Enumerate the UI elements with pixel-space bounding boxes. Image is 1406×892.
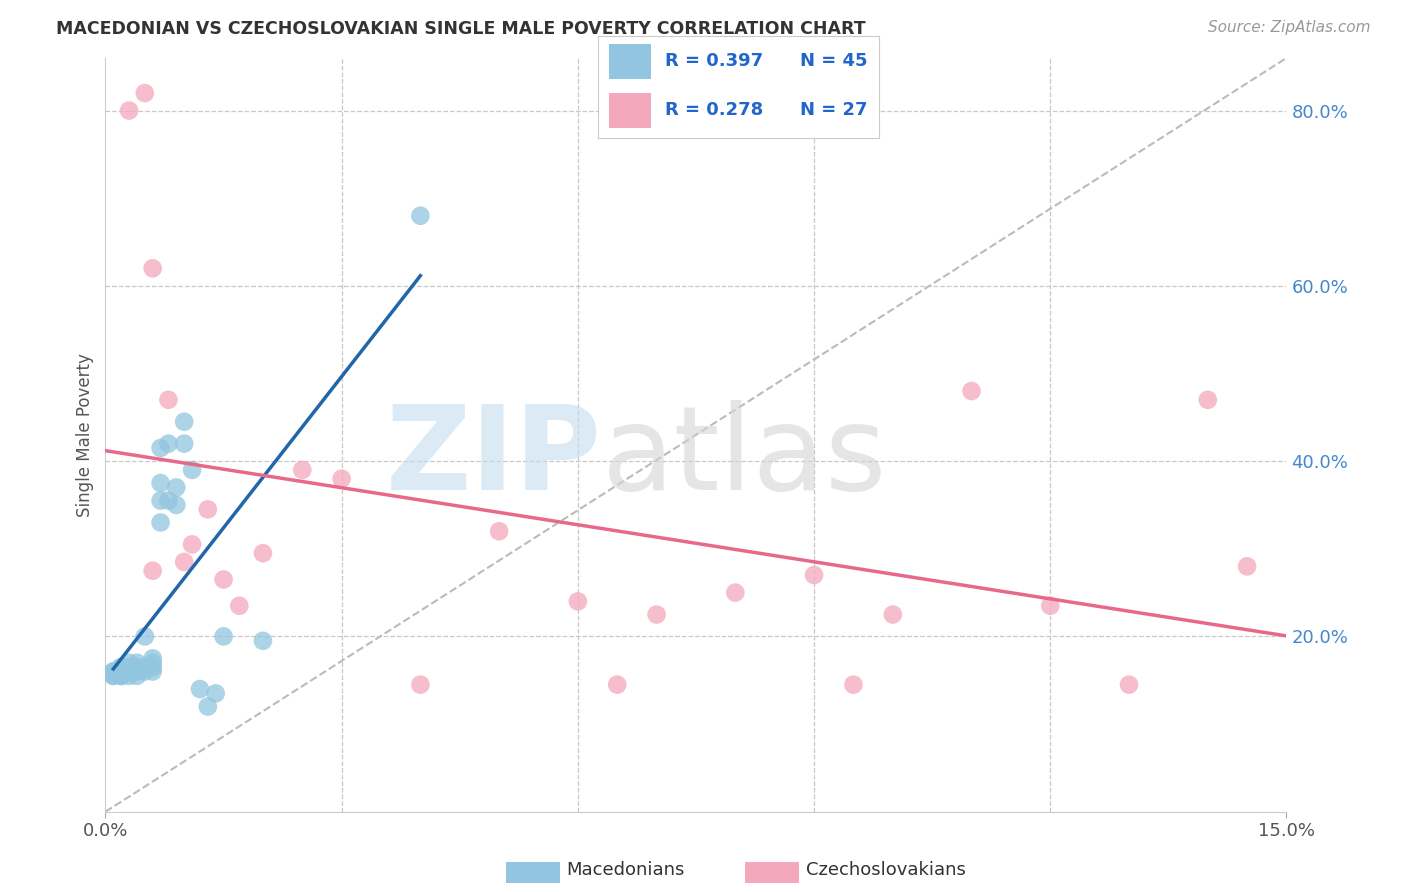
Point bbox=[103, 669, 125, 683]
Point bbox=[110, 660, 132, 674]
Point bbox=[110, 669, 132, 683]
Point bbox=[118, 660, 141, 674]
Point bbox=[291, 463, 314, 477]
Point bbox=[142, 665, 165, 679]
Point bbox=[173, 555, 195, 569]
Text: Macedonians: Macedonians bbox=[567, 861, 685, 879]
Point bbox=[149, 476, 172, 491]
Point bbox=[110, 669, 132, 683]
Point bbox=[228, 599, 250, 613]
Point bbox=[110, 660, 132, 674]
Point bbox=[125, 665, 148, 679]
Point bbox=[134, 86, 156, 100]
Point bbox=[567, 594, 589, 608]
Point bbox=[118, 669, 141, 683]
Point bbox=[142, 261, 165, 276]
Text: N = 45: N = 45 bbox=[800, 53, 868, 70]
Text: R = 0.278: R = 0.278 bbox=[665, 101, 763, 119]
Point bbox=[134, 660, 156, 674]
Point bbox=[110, 665, 132, 679]
Point bbox=[606, 678, 628, 692]
FancyBboxPatch shape bbox=[609, 44, 651, 78]
Text: N = 27: N = 27 bbox=[800, 101, 868, 119]
Point bbox=[149, 516, 172, 530]
Point bbox=[173, 415, 195, 429]
Point bbox=[188, 681, 211, 696]
Point bbox=[125, 669, 148, 683]
Point bbox=[252, 546, 274, 560]
Point bbox=[103, 665, 125, 679]
Point bbox=[118, 656, 141, 670]
Point bbox=[960, 384, 983, 398]
Point bbox=[803, 568, 825, 582]
Text: atlas: atlas bbox=[602, 400, 887, 515]
Point bbox=[110, 669, 132, 683]
Point bbox=[724, 585, 747, 599]
Point bbox=[157, 493, 180, 508]
Text: R = 0.397: R = 0.397 bbox=[665, 53, 763, 70]
Point bbox=[149, 493, 172, 508]
FancyBboxPatch shape bbox=[609, 93, 651, 128]
Point bbox=[165, 480, 187, 494]
Point bbox=[134, 665, 156, 679]
Point bbox=[197, 699, 219, 714]
Point bbox=[882, 607, 904, 622]
Point bbox=[118, 665, 141, 679]
Point bbox=[181, 537, 204, 551]
Point bbox=[212, 629, 235, 643]
Point bbox=[204, 686, 226, 700]
Point bbox=[157, 392, 180, 407]
Point bbox=[118, 660, 141, 674]
Text: ZIP: ZIP bbox=[385, 400, 602, 515]
Point bbox=[330, 472, 353, 486]
Y-axis label: Single Male Poverty: Single Male Poverty bbox=[76, 353, 94, 516]
Point bbox=[488, 524, 510, 539]
Point bbox=[409, 209, 432, 223]
Point bbox=[842, 678, 865, 692]
Point bbox=[142, 656, 165, 670]
Point bbox=[142, 564, 165, 578]
Text: Source: ZipAtlas.com: Source: ZipAtlas.com bbox=[1208, 20, 1371, 35]
Point bbox=[1236, 559, 1258, 574]
Point bbox=[125, 660, 148, 674]
Point bbox=[142, 651, 165, 665]
Point bbox=[118, 665, 141, 679]
Point bbox=[645, 607, 668, 622]
Point bbox=[212, 573, 235, 587]
Point bbox=[165, 498, 187, 512]
Point bbox=[1118, 678, 1140, 692]
Point bbox=[252, 633, 274, 648]
Text: Czechoslovakians: Czechoslovakians bbox=[806, 861, 966, 879]
Point bbox=[103, 665, 125, 679]
Point bbox=[134, 629, 156, 643]
Point bbox=[125, 660, 148, 674]
Point bbox=[149, 441, 172, 455]
Point bbox=[1197, 392, 1219, 407]
Point bbox=[142, 660, 165, 674]
Point bbox=[103, 669, 125, 683]
Point bbox=[197, 502, 219, 516]
Text: MACEDONIAN VS CZECHOSLOVAKIAN SINGLE MALE POVERTY CORRELATION CHART: MACEDONIAN VS CZECHOSLOVAKIAN SINGLE MAL… bbox=[56, 20, 866, 37]
Point bbox=[118, 103, 141, 118]
Point bbox=[173, 436, 195, 450]
Point bbox=[409, 678, 432, 692]
Point bbox=[125, 656, 148, 670]
Point bbox=[181, 463, 204, 477]
Point bbox=[157, 436, 180, 450]
Point bbox=[1039, 599, 1062, 613]
